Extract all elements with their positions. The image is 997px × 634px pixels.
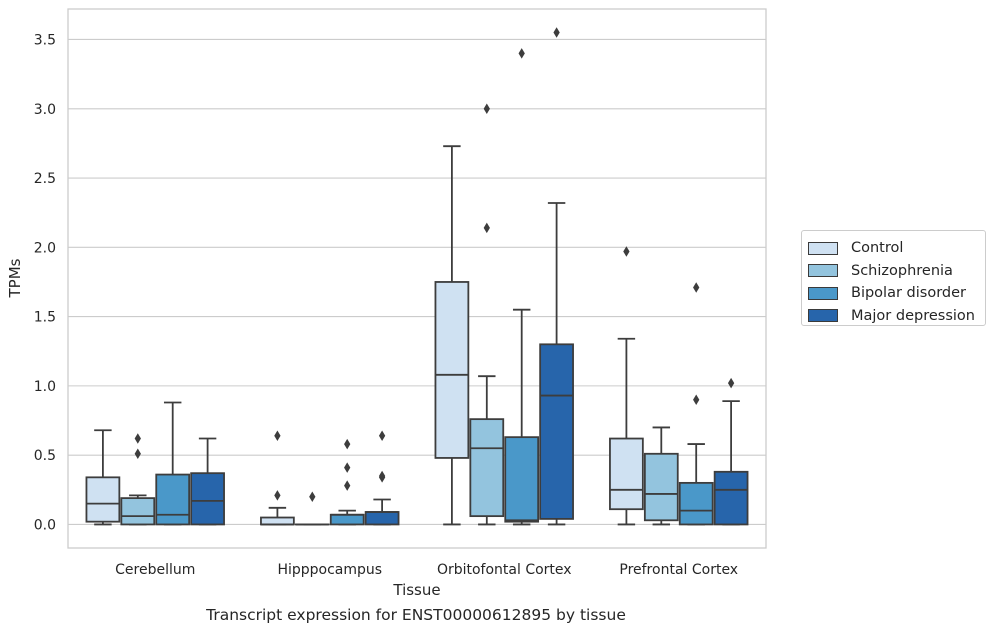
outlier-point	[309, 491, 316, 502]
outlier-point	[344, 438, 351, 450]
chart-caption: Transcript expression for ENST0000061289…	[206, 606, 626, 624]
outlier-point	[623, 246, 630, 257]
box	[329, 513, 365, 526]
box-2-0	[434, 145, 470, 526]
box-0-1	[120, 433, 156, 526]
box	[120, 497, 156, 526]
outlier-point	[727, 377, 735, 389]
y-tick-label: 1.0	[34, 379, 56, 395]
box	[155, 473, 191, 526]
box-1-3	[364, 430, 400, 526]
box	[713, 470, 749, 526]
legend-label: Schizophrenia	[851, 262, 953, 279]
box-1-1	[294, 491, 330, 526]
y-tick-label: 0.0	[34, 517, 56, 533]
box-3-0	[609, 246, 644, 526]
box-3-3	[713, 377, 749, 526]
y-axis-ticks: 0.0 0.5 1.0 1.5 2.0 2.5 3.0 3.5	[34, 32, 56, 533]
box-2-2	[504, 48, 540, 526]
legend-label: Major depression	[851, 307, 975, 324]
x-axis-ticks: Cerebellum Hipppocampus Orbitofontal Corte…	[115, 562, 738, 578]
outlier-point	[134, 433, 141, 444]
box-2-3	[539, 27, 574, 526]
y-tick-label: 3.5	[34, 32, 56, 48]
legend-item: Schizophrenia	[808, 260, 985, 283]
box-0-0	[85, 429, 121, 526]
grid-lines	[68, 38, 766, 525]
outlier-point	[693, 394, 700, 405]
box-1-2	[329, 438, 365, 526]
legend-label: Control	[851, 240, 904, 257]
outlier-point	[553, 27, 560, 38]
x-tick-label: Prefrontal Cortex	[619, 562, 738, 578]
box	[364, 511, 400, 526]
outlier-point	[378, 430, 386, 442]
legend: Control Schizophrenia Bipolar disorder Majo…	[801, 230, 986, 326]
outlier-point	[134, 448, 141, 460]
box-groups	[85, 27, 749, 526]
box	[643, 452, 679, 522]
box	[504, 436, 540, 523]
box-1-0	[260, 430, 295, 526]
box	[469, 418, 505, 518]
y-axis-label: TPMs	[6, 258, 24, 298]
outlier-point	[274, 490, 281, 501]
box-3-1	[643, 426, 679, 526]
y-tick-label: 1.5	[34, 310, 56, 326]
x-axis-label: Tissue	[392, 581, 440, 599]
legend-item: Control	[808, 237, 985, 260]
x-tick-label: Cerebellum	[115, 562, 195, 578]
legend-swatch	[808, 264, 838, 278]
y-tick-label: 0.5	[34, 448, 56, 464]
outlier-point	[274, 430, 281, 442]
box	[609, 437, 644, 511]
x-tick-label: Orbitofontal Cortex	[437, 562, 572, 578]
box	[85, 476, 121, 523]
box	[260, 516, 295, 526]
y-tick-label: 2.0	[34, 240, 56, 256]
legend-swatch	[808, 241, 838, 255]
outlier-point	[344, 480, 351, 491]
outlier-point	[344, 462, 351, 473]
plot-frame	[67, 8, 767, 549]
box	[678, 481, 714, 526]
legend-item: Bipolar disorder	[808, 282, 985, 305]
box	[434, 281, 470, 459]
y-tick-label: 3.0	[34, 102, 56, 118]
box	[190, 472, 225, 526]
outlier-point	[378, 470, 386, 482]
y-tick-label: 2.5	[34, 171, 56, 187]
box-3-2	[678, 282, 714, 526]
outlier-point	[483, 222, 490, 234]
legend-swatch	[808, 286, 838, 300]
legend-item: Major depression	[808, 305, 985, 328]
box-2-1	[469, 103, 505, 526]
box-0-2	[155, 401, 191, 526]
x-tick-label: Hipppocampus	[277, 562, 382, 578]
outlier-point	[693, 282, 700, 293]
legend-swatch	[808, 309, 838, 323]
box	[539, 343, 574, 520]
legend-label: Bipolar disorder	[851, 285, 966, 302]
outlier-point	[518, 48, 525, 59]
box-0-3	[190, 437, 225, 526]
outlier-point	[483, 103, 490, 115]
